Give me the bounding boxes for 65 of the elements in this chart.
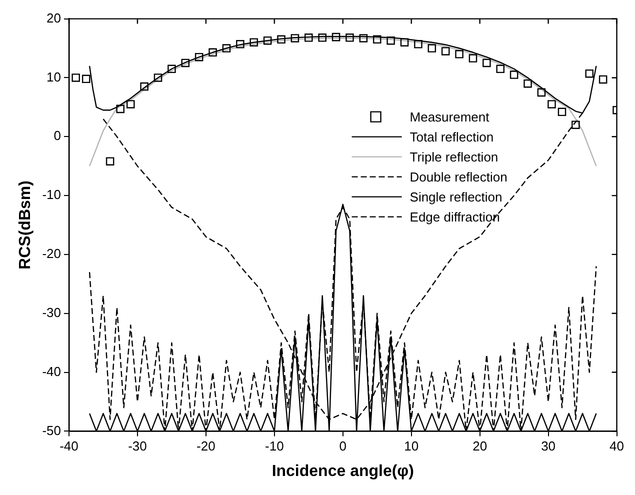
point <box>154 74 162 82</box>
point <box>455 50 464 58</box>
point <box>585 69 594 78</box>
point <box>598 75 608 84</box>
point <box>116 104 124 114</box>
x-tick-label: 20 <box>472 438 488 454</box>
point <box>236 40 244 48</box>
point <box>106 157 114 166</box>
point <box>524 79 532 88</box>
x-tick-label: 30 <box>541 438 556 454</box>
legend-label: Single reflection <box>410 189 502 204</box>
y-tick-label: -30 <box>42 304 61 320</box>
point <box>290 34 300 42</box>
point <box>318 34 326 42</box>
y-tick-label: -50 <box>42 422 61 438</box>
point <box>510 70 518 79</box>
point <box>537 88 546 97</box>
legend-label: Double reflection <box>410 169 508 184</box>
point <box>558 108 566 116</box>
point <box>386 36 395 45</box>
point <box>82 74 90 84</box>
point <box>332 32 340 42</box>
point <box>194 52 204 62</box>
point <box>208 48 217 57</box>
point <box>572 120 580 129</box>
point <box>468 54 478 62</box>
y-tick-label: 10 <box>46 69 61 84</box>
legend-label: Edge diffraction <box>410 209 500 224</box>
legend-label: Total reflection <box>410 129 494 144</box>
point <box>548 100 556 108</box>
x-tick-label: 40 <box>610 438 624 454</box>
x-axis-title: Incidence angle(φ) <box>272 462 414 480</box>
x-tick-label: -40 <box>60 438 78 454</box>
point <box>359 34 368 42</box>
point <box>277 35 286 44</box>
y-tick-label: 20 <box>46 10 61 26</box>
point <box>482 58 491 68</box>
point <box>441 47 450 56</box>
x-tick-label: -20 <box>196 438 216 454</box>
point <box>222 44 231 52</box>
point <box>304 34 313 42</box>
y-axis-title: RCS(dBsm) <box>17 180 34 270</box>
legend-label: Measurement <box>410 109 490 124</box>
point <box>428 44 436 52</box>
x-tick-label: -30 <box>128 438 147 454</box>
y-tick-label: -20 <box>42 246 61 262</box>
point <box>181 58 190 68</box>
point <box>126 100 135 108</box>
x-tick-label: 0 <box>339 438 346 454</box>
x-tick-label: 10 <box>404 438 419 454</box>
point <box>72 74 80 82</box>
y-tick-label: -40 <box>42 364 61 379</box>
point <box>414 40 422 48</box>
point <box>168 64 176 74</box>
point <box>250 38 258 46</box>
legend-label: Triple reflection <box>410 149 498 164</box>
point <box>140 82 148 91</box>
point <box>263 36 272 45</box>
point <box>346 34 354 42</box>
point <box>372 35 382 44</box>
point <box>496 64 504 74</box>
y-tick-label: 0 <box>54 128 61 144</box>
point <box>400 38 409 46</box>
y-tick-label: -10 <box>42 187 61 202</box>
x-tick-label: -10 <box>265 438 284 454</box>
